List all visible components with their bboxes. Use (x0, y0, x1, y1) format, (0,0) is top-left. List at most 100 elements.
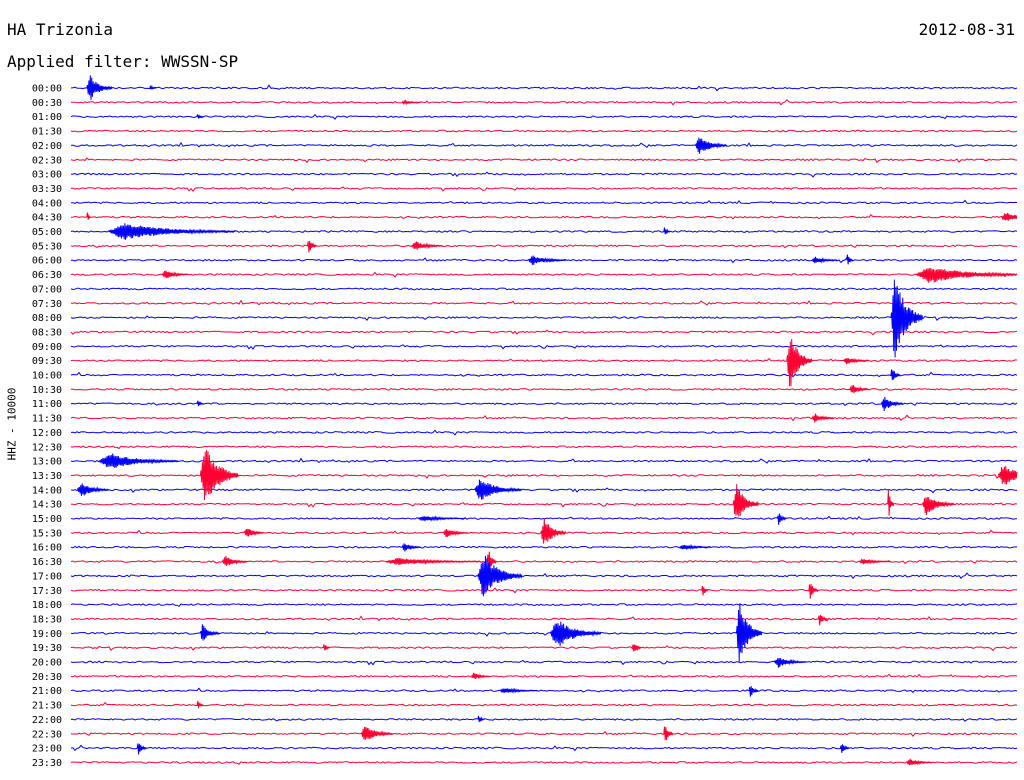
trace-line (70, 299, 1017, 306)
time-label: 18:30 (32, 614, 62, 625)
seismic-event (307, 241, 317, 253)
time-label: 09:00 (32, 342, 62, 353)
seismic-event (843, 357, 869, 365)
seismic-event (527, 255, 567, 265)
trace-line (70, 414, 1018, 422)
trace-line (70, 761, 1018, 765)
seismic-event (477, 555, 523, 597)
time-label: 06:30 (32, 270, 62, 281)
trace-line (70, 587, 1018, 594)
seismic-event (386, 558, 481, 566)
seismic-event (86, 75, 113, 100)
seismic-event (811, 413, 834, 423)
trace-line (70, 213, 1018, 220)
time-label: 03:00 (32, 170, 62, 181)
event-group (76, 75, 1018, 766)
seismic-event (196, 400, 204, 407)
time-label: 19:30 (32, 643, 62, 654)
time-label: 07:30 (32, 299, 62, 310)
time-label: 18:00 (32, 600, 62, 611)
time-label: 08:00 (32, 313, 62, 324)
seismic-event (846, 254, 854, 265)
trace-line (70, 141, 1018, 148)
time-label: 17:30 (32, 586, 62, 597)
seismic-event (915, 267, 1018, 283)
seismic-event (108, 223, 236, 240)
trace-line (70, 718, 1018, 722)
seismic-event (808, 584, 819, 599)
seismic-event (76, 483, 110, 496)
time-label: 12:30 (32, 442, 62, 453)
seismic-event (196, 700, 204, 709)
seismic-event (401, 99, 422, 106)
trace-line (70, 429, 1018, 436)
seismic-event (735, 603, 763, 663)
seismic-event (663, 227, 671, 235)
seismic-event (499, 687, 538, 694)
seismic-event (474, 479, 522, 500)
seismic-event (694, 137, 728, 154)
trace-line (70, 344, 1017, 350)
time-label: 04:00 (32, 198, 62, 209)
trace-line (70, 113, 1018, 120)
time-label: 11:00 (32, 399, 62, 410)
trace-line (70, 445, 1018, 450)
time-label: 15:30 (32, 528, 62, 539)
time-label: 23:30 (32, 758, 62, 769)
time-label: 01:00 (32, 112, 62, 123)
time-label: 03:30 (32, 184, 62, 195)
time-label: 23:00 (32, 744, 62, 755)
trace-line (70, 199, 1018, 205)
time-label: 10:00 (32, 371, 62, 382)
trace-line (70, 387, 1018, 391)
trace-line (70, 371, 1018, 378)
trace-line (70, 315, 1018, 322)
trace-line (70, 545, 1018, 549)
seismic-event (748, 686, 759, 697)
seismic-event (679, 543, 712, 551)
trace-line (70, 487, 1018, 494)
time-label: 02:30 (32, 155, 62, 166)
trace-group (70, 84, 1018, 765)
seismic-event (997, 466, 1018, 485)
filter-label: Applied filter: WWSSN-SP (7, 52, 239, 71)
time-label: 20:30 (32, 672, 62, 683)
trace-line (70, 645, 1018, 652)
station-title: HA Trizonia (7, 20, 113, 39)
time-label: 11:30 (32, 414, 62, 425)
time-label: 16:00 (32, 543, 62, 554)
trace-line (70, 271, 1018, 278)
time-label: 17:00 (32, 571, 62, 582)
time-label: 22:00 (32, 715, 62, 726)
trace-line (70, 603, 1018, 608)
trace-line (70, 687, 1018, 694)
time-label: 22:30 (32, 729, 62, 740)
time-label: 14:30 (32, 500, 62, 511)
time-label: 09:30 (32, 356, 62, 367)
trace-line (70, 84, 1018, 92)
time-label: 15:00 (32, 514, 62, 525)
seismic-event (906, 758, 933, 766)
time-label: 16:30 (32, 557, 62, 568)
time-label: 01:30 (32, 127, 62, 138)
seismic-event (549, 621, 602, 646)
seismic-event (540, 518, 567, 544)
seismic-event (849, 385, 870, 394)
trace-line (70, 244, 1018, 249)
seismic-event (887, 489, 895, 516)
seismic-event (199, 449, 239, 501)
time-label: 00:30 (32, 98, 62, 109)
trace-line (70, 287, 1018, 291)
trace-line (70, 615, 1018, 622)
seismic-event (880, 396, 904, 412)
time-label: 04:30 (32, 213, 62, 224)
seismic-event (663, 726, 674, 741)
trace-line (70, 631, 1018, 637)
time-label: 20:00 (32, 658, 62, 669)
trace-line (70, 572, 1018, 580)
seismic-event (196, 114, 204, 119)
plot-date: 2012-08-31 (918, 20, 1015, 39)
seismic-event (136, 743, 147, 755)
seismic-event (811, 256, 838, 264)
